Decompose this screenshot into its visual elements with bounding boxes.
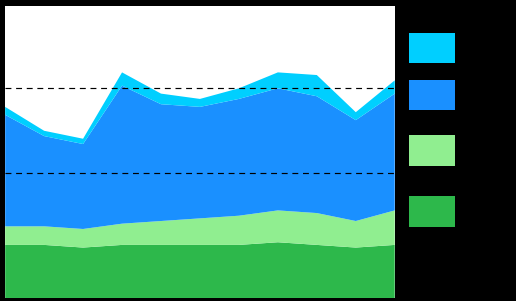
FancyBboxPatch shape [409, 196, 455, 227]
FancyBboxPatch shape [409, 80, 455, 110]
FancyBboxPatch shape [409, 135, 455, 166]
FancyBboxPatch shape [409, 33, 455, 63]
